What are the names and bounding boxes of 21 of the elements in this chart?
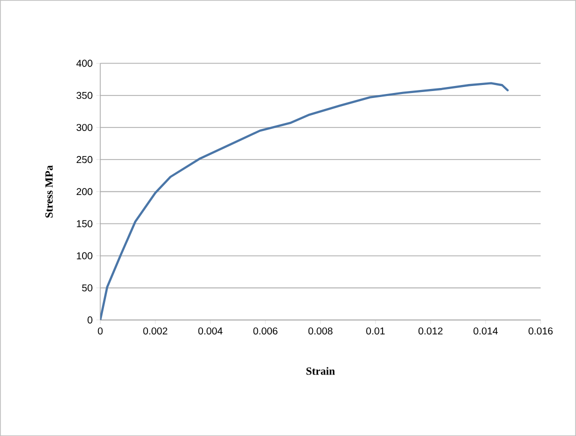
x-tick-label: 0.008 (308, 327, 332, 334)
y-tick-label: 300 (76, 124, 92, 131)
y-tick-label: 100 (76, 252, 92, 260)
y-tick-label: 0 (88, 316, 92, 324)
x-tick-label: 0.006 (253, 327, 278, 334)
x-tick-label: 0.014 (474, 327, 498, 334)
line-series (100, 82, 509, 320)
y-axis-title: Stress MPa (45, 165, 53, 218)
x-tick-label: 0.012 (418, 327, 443, 334)
y-tick-label: 50 (82, 284, 92, 292)
y-tick-label: 250 (76, 156, 92, 163)
x-tick-label: 0.002 (143, 327, 168, 334)
x-axis-title: Strain (306, 367, 335, 375)
x-tick-label: 0.004 (198, 327, 223, 334)
y-tick-label: 150 (76, 220, 92, 228)
y-tick-label: 200 (76, 188, 92, 196)
y-tick-label: 400 (76, 60, 92, 67)
y-tick-label: 350 (76, 92, 92, 99)
x-tick-label: 0.016 (528, 327, 553, 334)
x-tick-label: 0.01 (366, 327, 385, 334)
x-tick-label: 0 (98, 327, 103, 334)
